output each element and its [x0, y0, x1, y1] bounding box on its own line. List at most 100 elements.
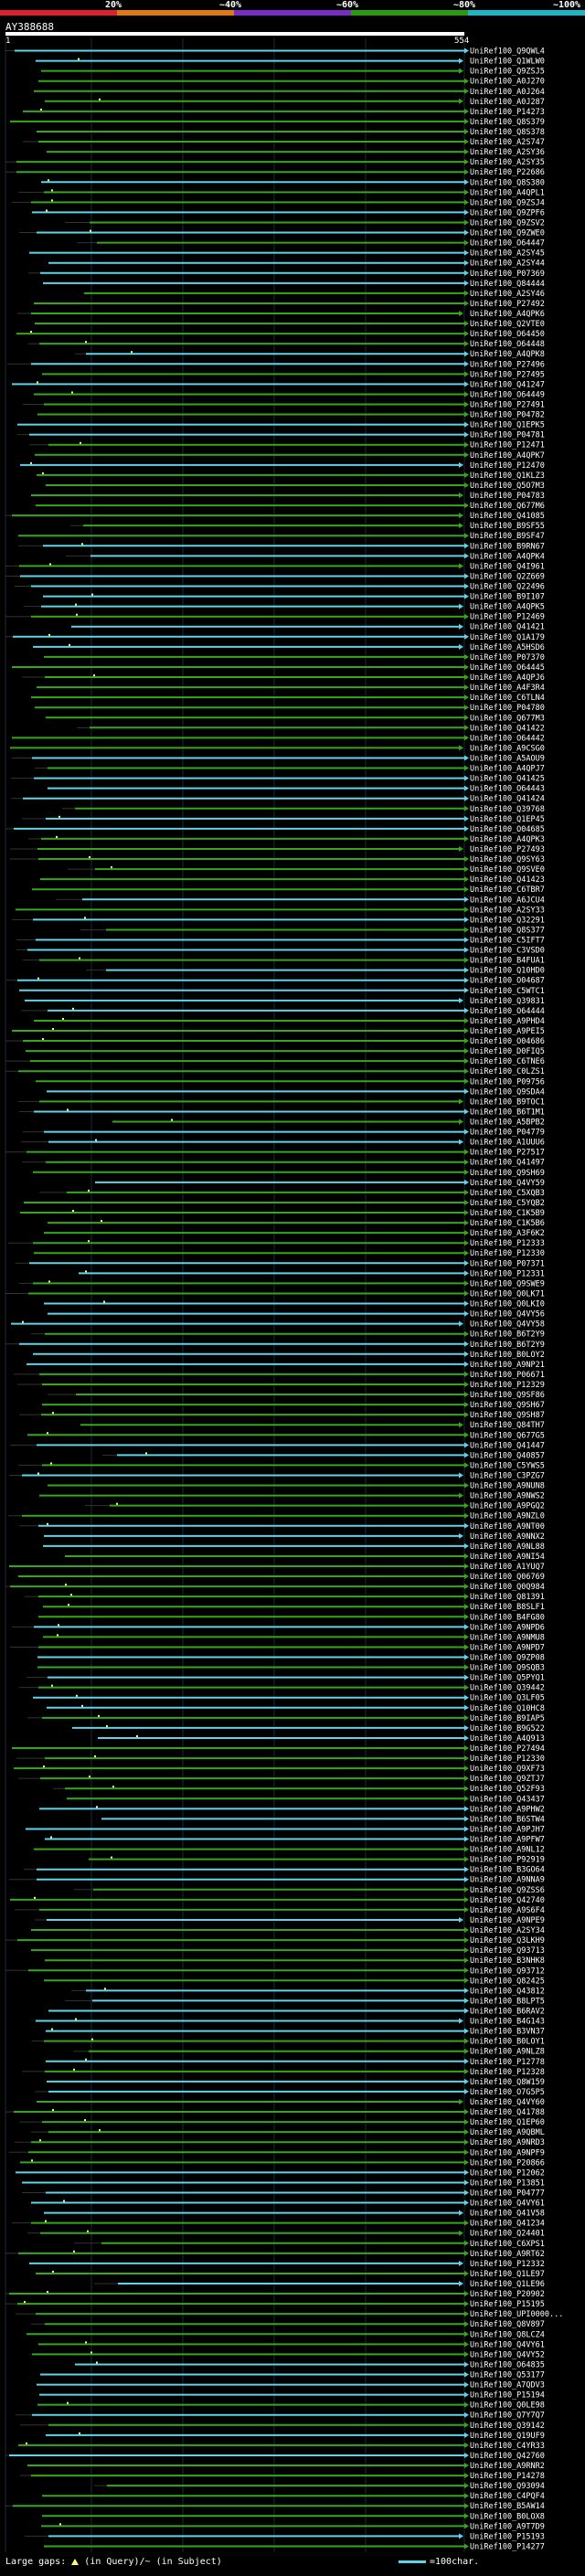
hit-label: UniRef100_A9S6F4: [470, 1906, 545, 1915]
hit-arrow: [464, 977, 469, 983]
hit-label: UniRef100_Q4VY61: [470, 2340, 545, 2349]
hit-arrow: [464, 1826, 469, 1832]
hit-label: UniRef100_A4QPK3: [470, 835, 545, 844]
hit-label: UniRef100_B8LPT5: [470, 1997, 545, 2006]
gap-marker: [48, 1280, 50, 1283]
hit-arrow: [464, 2493, 469, 2499]
hit-label: UniRef100_A9NT00: [470, 1522, 545, 1532]
hit-label: UniRef100_P12470: [470, 461, 545, 471]
gap-marker: [75, 603, 77, 606]
hit-label: UniRef100_A9NI54: [470, 1553, 545, 1562]
hit-label: UniRef100_C1K5B9: [470, 1209, 545, 1218]
hit-arrow: [464, 2371, 469, 2378]
hit-arrow: [459, 2281, 463, 2287]
gap-marker: [88, 1189, 90, 1192]
hit-arrow: [459, 623, 463, 630]
hit-label: UniRef100_P12330: [470, 1249, 545, 1258]
identity-scale: 20% ~40% ~60% ~80% ~100%: [0, 0, 585, 18]
hit-label: UniRef100_C6XPS1: [470, 2240, 545, 2249]
hit-arrow: [464, 1796, 469, 1802]
hit-arrow: [464, 391, 469, 398]
hit-label: UniRef100_Q82425: [470, 1977, 545, 1986]
hit-arrow: [464, 401, 469, 408]
hit-label: UniRef100_Q4VY52: [470, 2350, 545, 2359]
hit-arrow: [464, 2270, 469, 2276]
hit-label: UniRef100_P12329: [470, 1381, 545, 1390]
hit-label: UniRef100_P12333: [470, 1239, 545, 1248]
hit-arrow: [464, 260, 469, 266]
gap-marker: [48, 633, 50, 636]
hit-arrow: [464, 331, 469, 337]
hit-arrow: [464, 503, 469, 509]
hit-arrow: [464, 896, 469, 903]
hit-arrow: [464, 755, 469, 761]
hit-label: UniRef100_B9SF47: [470, 532, 545, 541]
hit-label: UniRef100_B8SLF1: [470, 1603, 545, 1612]
hit-arrow: [464, 1704, 469, 1711]
hit-label: UniRef100_Q9SQB3: [470, 1664, 545, 1673]
hit-label: UniRef100_Q43437: [470, 1795, 545, 1804]
hit-arrow: [464, 1512, 469, 1519]
hit-arrow: [459, 2210, 463, 2216]
hit-arrow: [464, 451, 469, 458]
hit-arrow: [459, 745, 463, 751]
legend-gap-desc: (in Query)/~ (in Subject): [84, 2557, 222, 2567]
hit-label: UniRef100_Q42760: [470, 2452, 545, 2461]
gap-marker: [91, 2038, 93, 2041]
hit-label: UniRef100_Q9ZSV2: [470, 218, 545, 228]
hit-arrow: [464, 1462, 469, 1468]
hit-arrow: [464, 1574, 469, 1580]
hit-label: UniRef100_Q9ZWE0: [470, 229, 545, 239]
gap-marker: [46, 209, 48, 212]
hit-arrow: [464, 2179, 469, 2186]
hit-label: UniRef100_B6STW4: [470, 1815, 545, 1824]
hit-label: UniRef100_Q39142: [470, 2422, 545, 2431]
hit-arrow: [459, 1532, 463, 1539]
hit-arrow: [464, 1967, 469, 1974]
gap-marker: [88, 1240, 90, 1243]
hit-arrow: [459, 98, 463, 104]
hit-arrow: [464, 1220, 469, 1226]
gap-marker: [76, 613, 78, 616]
hit-label: UniRef100_C4YR33: [470, 2442, 545, 2451]
hit-arrow: [464, 431, 469, 438]
hit-label: UniRef100_P14273: [470, 108, 545, 117]
hit-label: UniRef100_A9NL12: [470, 1846, 545, 1855]
hit-arrow: [459, 1472, 463, 1479]
hit-label: UniRef100_Q41497: [470, 1159, 545, 1168]
hit-label: UniRef100_P20902: [470, 2290, 545, 2299]
hit-label: UniRef100_Q40857: [470, 1451, 545, 1460]
hit-label: UniRef100_P14278: [470, 2472, 545, 2481]
hit-label: UniRef100_P15193: [470, 2532, 545, 2541]
hit-arrow: [464, 2341, 469, 2348]
hit-arrow: [464, 2291, 469, 2297]
hit-label: UniRef100_A7QDV3: [470, 2381, 545, 2390]
hit-arrow: [464, 1442, 469, 1448]
hit-arrow: [459, 461, 463, 468]
hit-label: UniRef100_Q2VTE0: [470, 320, 545, 329]
hit-arrow: [464, 1179, 469, 1185]
hit-label: UniRef100_A4QPJ6: [470, 673, 545, 683]
hit-label: UniRef100_Q5PYQ1: [470, 1674, 545, 1683]
hit-label: UniRef100_Q41V58: [470, 2210, 545, 2219]
gap-marker: [70, 1594, 72, 1596]
gap-marker: [49, 563, 51, 566]
hit-arrow: [464, 1816, 469, 1822]
hit-label: UniRef100_Q41423: [470, 875, 545, 885]
hit-arrow: [464, 1482, 469, 1489]
hit-arrow: [459, 310, 463, 316]
hit-label: UniRef100_A9PFW7: [470, 1836, 545, 1845]
hit-label: UniRef100_P27494: [470, 1744, 545, 1754]
gap-marker: [51, 1684, 53, 1687]
hit-label: UniRef100_Q1LE97: [470, 2270, 545, 2279]
hit-label: UniRef100_Q9ZSS6: [470, 1886, 545, 1895]
hit-label: UniRef100_B5AW14: [470, 2502, 545, 2511]
hit-label: UniRef100_Q9SF86: [470, 1391, 545, 1400]
hit-label: UniRef100_A2SY33: [470, 906, 545, 915]
gap-marker: [76, 1694, 78, 1697]
hit-label: UniRef100_C6TNE6: [470, 1057, 545, 1066]
hit-label: UniRef100_Q19UF9: [470, 2432, 545, 2441]
hit-arrow: [464, 543, 469, 549]
scale-segment: [0, 10, 117, 16]
hit-label: UniRef100_A5AOU9: [470, 754, 545, 763]
